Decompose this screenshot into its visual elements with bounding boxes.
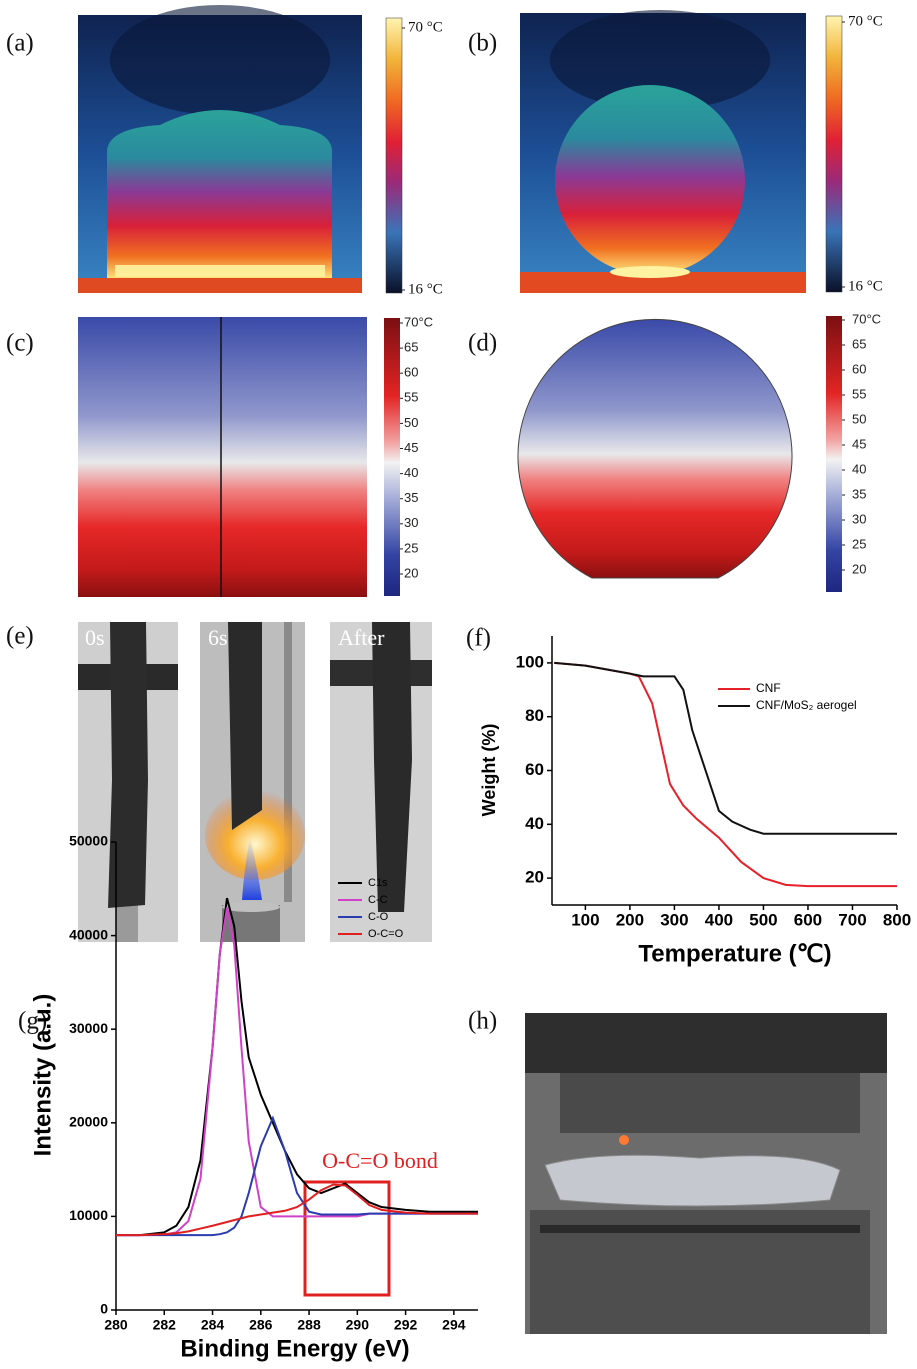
panel-label: (f)	[466, 625, 491, 652]
legend-label: C-O	[368, 911, 389, 923]
colorbar-label: 30	[852, 511, 866, 526]
panel-label: (c)	[6, 330, 34, 357]
colorbar-label: 65	[404, 340, 418, 355]
colorbar-label: 50	[404, 415, 418, 430]
colorbar-label: 20	[404, 565, 418, 580]
x-tick-label: 600	[794, 910, 822, 929]
colorbar-label: 40	[404, 465, 418, 480]
colorbar-label: 30	[404, 515, 418, 530]
series-line	[116, 1118, 478, 1235]
colorbar-label: 55	[404, 390, 418, 405]
x-tick-label: 800	[883, 910, 911, 929]
frame-label: 6s	[208, 625, 228, 650]
annotation: O-C=O bond	[322, 1148, 438, 1173]
y-tick-label: 50000	[69, 833, 108, 849]
x-tick-label: 200	[616, 910, 644, 929]
photo	[200, 622, 305, 942]
x-tick-label: 400	[705, 910, 733, 929]
series-line	[116, 898, 478, 1235]
photo	[525, 1013, 887, 1334]
x-tick-label: 280	[104, 1317, 128, 1333]
colorbar-label: 70°C	[404, 314, 433, 329]
simulation-image	[518, 319, 792, 578]
colorbar-label: 45	[404, 440, 418, 455]
panel-label: (h)	[468, 1008, 497, 1035]
colorbar-label: 40	[852, 461, 866, 476]
simulation-image	[78, 317, 367, 597]
colorbar-label: 16 °C	[408, 281, 443, 297]
series-line	[116, 908, 478, 1236]
colorbar-label: 65	[852, 336, 866, 351]
y-tick-label: 20	[525, 868, 544, 887]
colorbar-label: 20	[852, 561, 866, 576]
y-axis-title: Intensity (a.u.)	[29, 994, 56, 1157]
frame-label: After	[338, 625, 385, 650]
x-tick-label: 500	[749, 910, 777, 929]
x-tick-label: 100	[571, 910, 599, 929]
frame-label: 0s	[85, 625, 105, 650]
legend-label: C1s	[368, 877, 388, 889]
colorbar	[384, 318, 400, 596]
x-tick-label: 292	[394, 1317, 418, 1333]
legend-label: O-C=O	[368, 928, 404, 940]
figure: (a) (b) (c) (d) (e) (f) (g) (h) 0s 6s Af…	[0, 0, 917, 1369]
x-axis-title: Temperature (℃)	[638, 940, 831, 967]
x-tick-label: 300	[660, 910, 688, 929]
legend-label: C-C	[368, 894, 388, 906]
colorbar-label: 25	[404, 540, 418, 555]
legend-label: CNF	[756, 681, 781, 695]
x-tick-label: 290	[346, 1317, 370, 1333]
y-tick-label: 40	[525, 814, 544, 833]
x-axis-title: Binding Energy (eV)	[180, 1335, 409, 1362]
colorbar-label: 45	[852, 436, 866, 451]
photo	[78, 622, 178, 942]
x-tick-label: 288	[297, 1317, 321, 1333]
highlight-box	[305, 1182, 389, 1295]
y-tick-label: 30000	[69, 1020, 108, 1036]
y-tick-label: 100	[516, 652, 544, 671]
colorbar-label: 50	[852, 411, 866, 426]
x-tick-label: 700	[838, 910, 866, 929]
colorbar-label: 70°C	[852, 311, 881, 326]
colorbar-label: 70 °C	[848, 13, 883, 29]
y-tick-label: 60	[525, 760, 544, 779]
colorbar-label: 35	[852, 486, 866, 501]
panel-label: (e)	[6, 623, 34, 650]
panel-label: (a)	[6, 30, 34, 57]
colorbar	[826, 316, 842, 592]
series-line	[554, 663, 897, 886]
panel-label: (b)	[468, 30, 497, 57]
colorbar-label: 70 °C	[408, 19, 443, 35]
x-tick-label: 286	[249, 1317, 273, 1333]
y-tick-label: 10000	[69, 1207, 108, 1223]
x-tick-label: 294	[442, 1317, 466, 1333]
colorbar-label: 60	[404, 365, 418, 380]
thermal-image	[78, 5, 362, 293]
x-tick-label: 282	[153, 1317, 177, 1333]
colorbar-label: 55	[852, 386, 866, 401]
y-tick-label: 0	[100, 1301, 108, 1317]
y-axis-title: Weight (%)	[479, 724, 499, 817]
panel-label: (d)	[468, 330, 497, 357]
colorbar-label: 35	[404, 490, 418, 505]
colorbar	[826, 16, 842, 292]
colorbar-label: 16 °C	[848, 278, 883, 294]
x-tick-label: 284	[201, 1317, 225, 1333]
colorbar-label: 25	[852, 536, 866, 551]
y-tick-label: 80	[525, 706, 544, 725]
colorbar-label: 60	[852, 361, 866, 376]
colorbar	[386, 18, 402, 293]
y-tick-label: 20000	[69, 1114, 108, 1130]
thermal-image	[520, 10, 806, 293]
y-tick-label: 40000	[69, 926, 108, 942]
legend-label: CNF/MoS₂ aerogel	[756, 698, 857, 712]
